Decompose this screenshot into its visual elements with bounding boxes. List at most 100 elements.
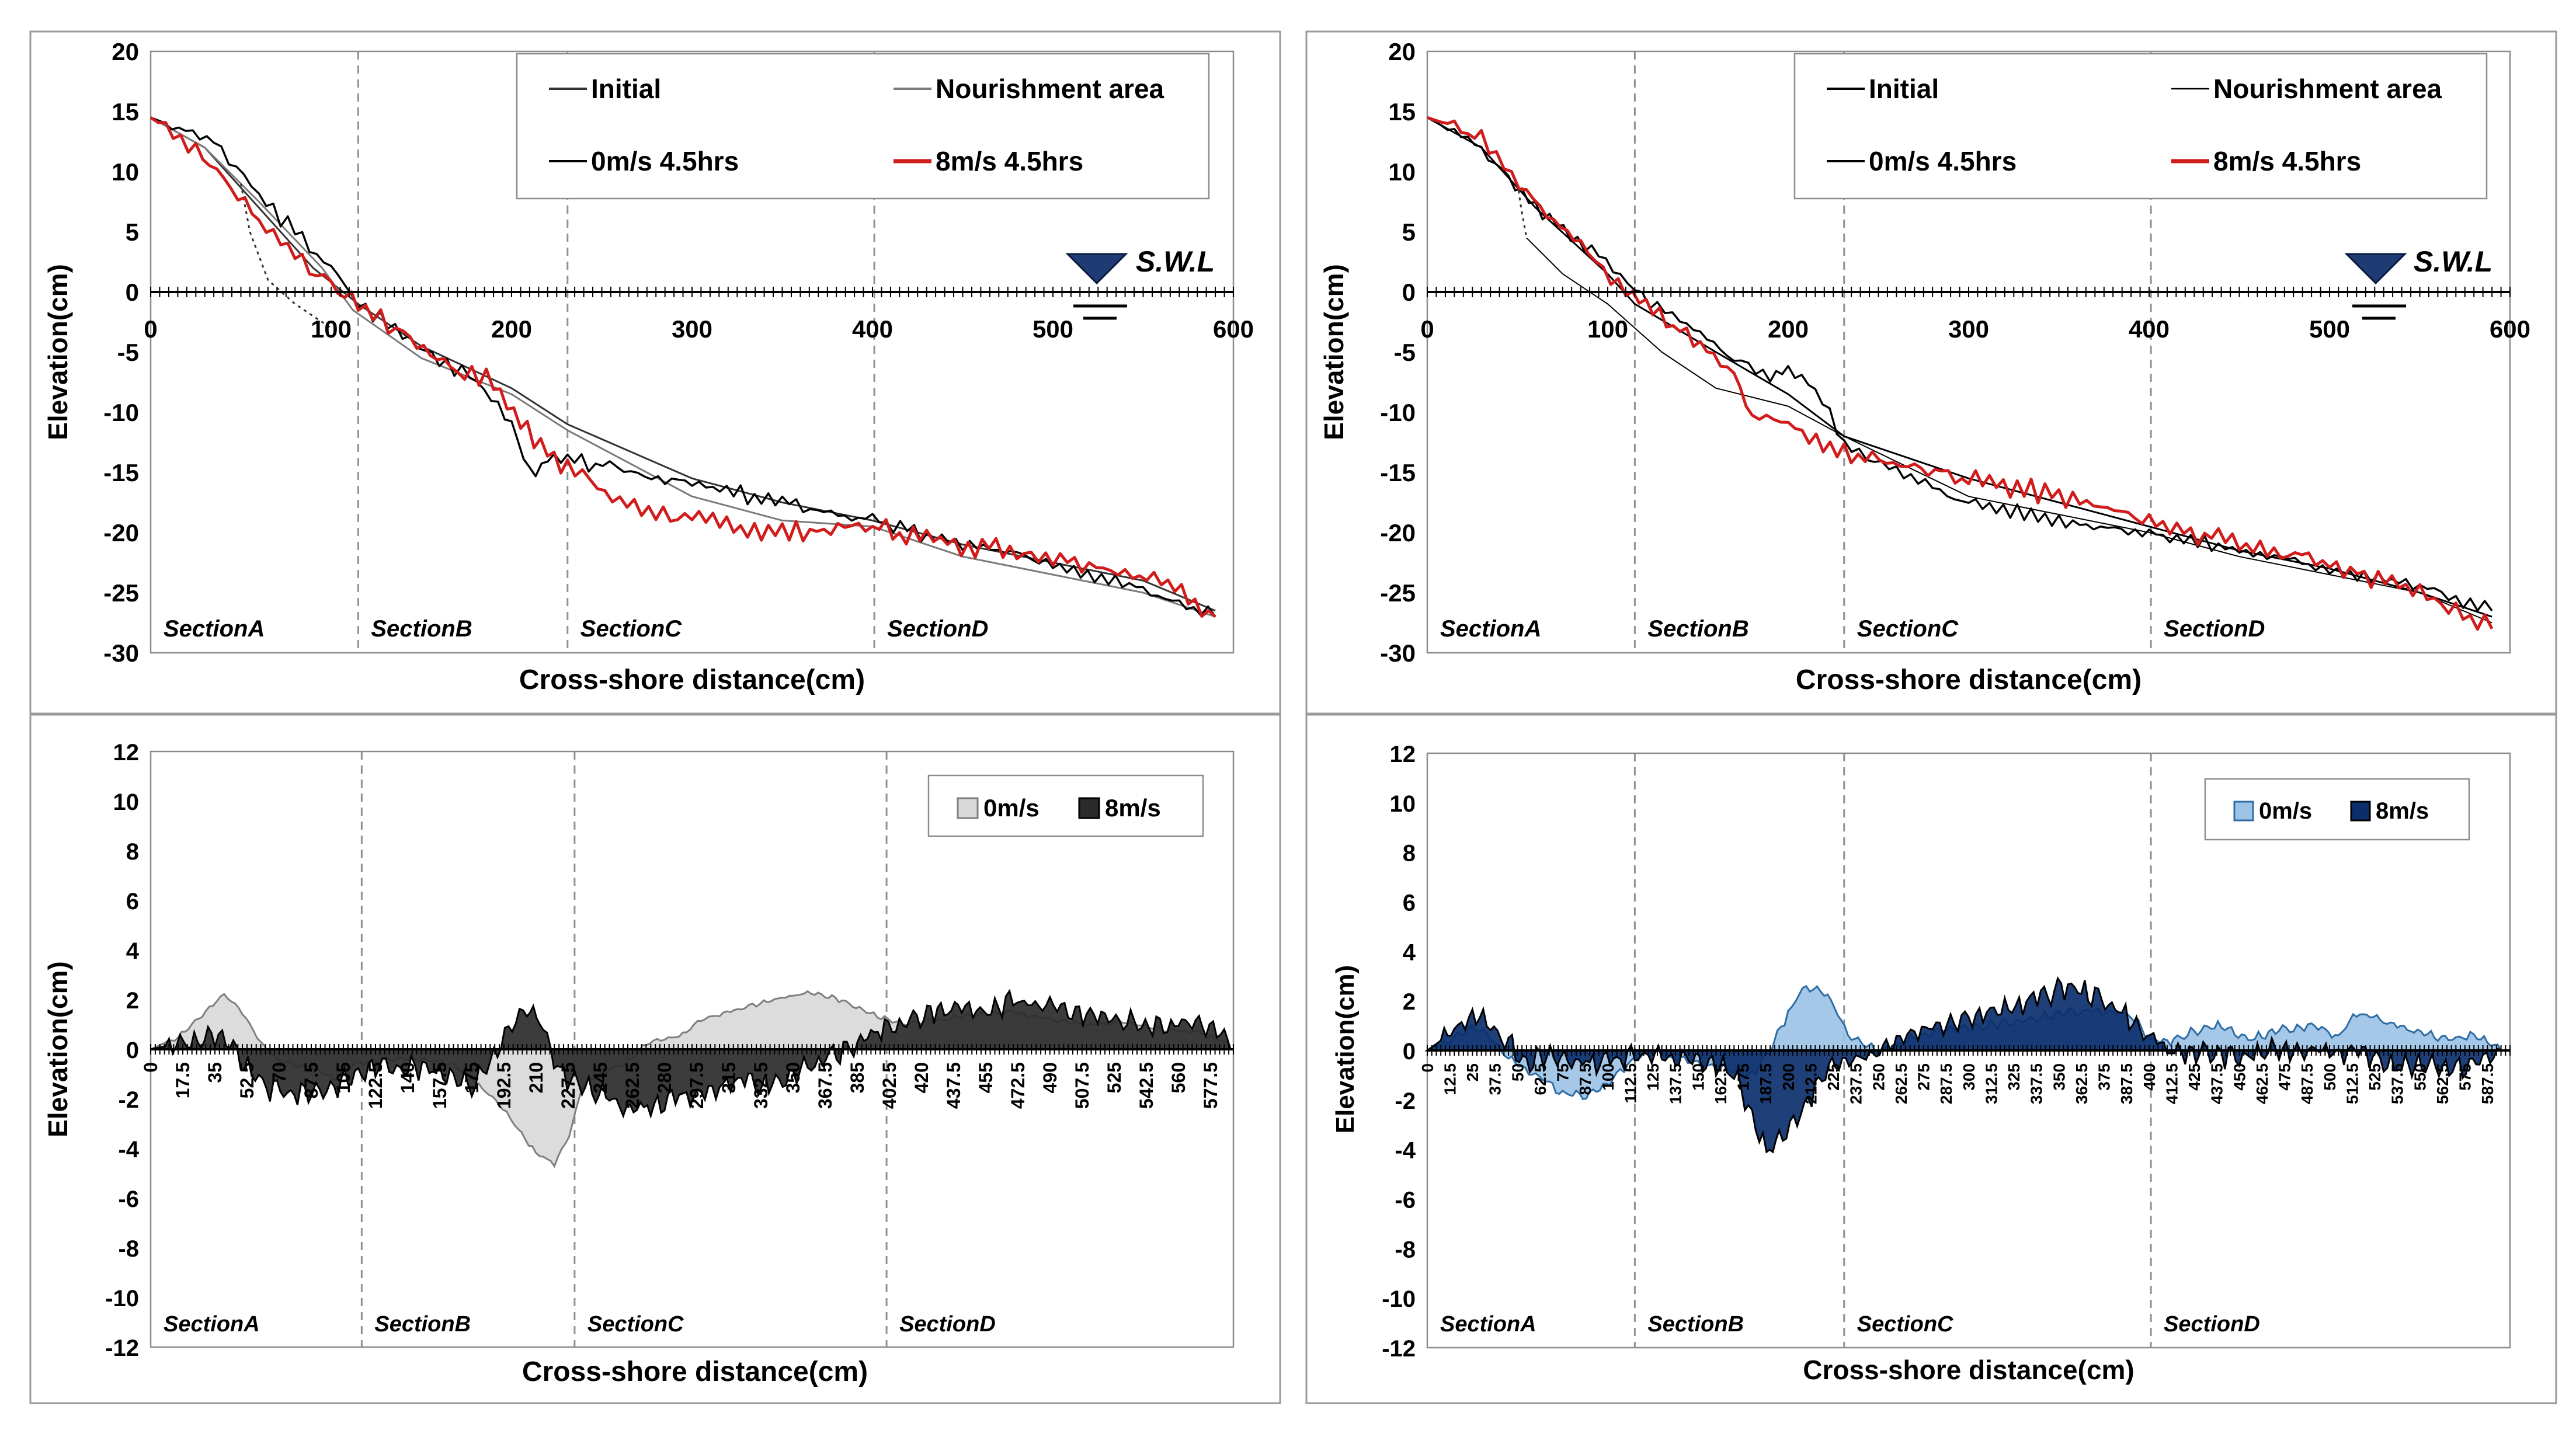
x-tick-label: 37.5 xyxy=(1486,1063,1504,1095)
x-tick-label: 587.5 xyxy=(2478,1063,2497,1104)
x-tick-label: 412.5 xyxy=(2163,1063,2181,1104)
x-tick-label: 400 xyxy=(852,315,893,343)
y-tick-label: -10 xyxy=(105,1286,139,1311)
x-tick-label: 187.5 xyxy=(1757,1063,1775,1104)
legend-swatch-8ms xyxy=(1078,797,1100,819)
x-axis-title: Cross-shore distance(cm) xyxy=(1796,664,2142,695)
plot-area xyxy=(1426,50,2511,654)
swl-triangle-icon xyxy=(1065,253,1128,285)
x-tick-label: 500 xyxy=(2321,1063,2339,1091)
y-axis-title: Elevation(cm) xyxy=(43,961,73,1137)
x-tick-label: 262.5 xyxy=(1892,1063,1910,1104)
x-tick-label: 225 xyxy=(1824,1063,1843,1091)
section-label: SectionD xyxy=(887,616,988,642)
y-tick-label: -25 xyxy=(103,579,139,607)
x-tick-label: 25 xyxy=(1463,1063,1482,1081)
y-tick-label: 2 xyxy=(126,988,139,1014)
x-tick-label: 325 xyxy=(2005,1063,2023,1091)
x-tick-label: 425 xyxy=(2185,1063,2203,1091)
x-tick-label: 512.5 xyxy=(2343,1063,2361,1104)
y-tick-label: 10 xyxy=(1388,158,1416,186)
legend-label-0ms: 0m/s xyxy=(983,794,1040,822)
y-tick-label: -2 xyxy=(1395,1088,1416,1114)
y-tick-label: 15 xyxy=(112,98,139,126)
legend-label-8ms: 8m/s 4.5hrs xyxy=(936,146,1083,176)
x-tick-label: 420 xyxy=(911,1062,932,1093)
legend-swatch-0ms xyxy=(2233,801,2254,822)
legend: Initial Nourishment area 0m/s 4.5hrs 8m/… xyxy=(516,53,1210,200)
x-tick-label: 367.5 xyxy=(815,1062,836,1109)
y-tick-label: -12 xyxy=(105,1335,139,1361)
section-label: SectionC xyxy=(587,1312,684,1337)
x-tick-label: 450 xyxy=(2230,1063,2248,1091)
x-tick-label: 332.5 xyxy=(750,1062,771,1109)
x-tick-label: 100 xyxy=(311,315,352,343)
x-tick-label: 437.5 xyxy=(2208,1063,2226,1104)
zero-axis-ticks xyxy=(150,1044,1234,1055)
x-tick-label: 245 xyxy=(590,1062,611,1093)
y-tick-label: 10 xyxy=(113,789,140,815)
y-axis-title: Elevation(cm) xyxy=(1331,965,1360,1134)
y-tick-label: -12 xyxy=(1382,1336,1416,1362)
x-tick-label: 87.5 xyxy=(1576,1063,1594,1095)
legend-box xyxy=(516,53,1210,200)
y-tick-label: 10 xyxy=(1390,791,1416,817)
series-line-initial xyxy=(150,116,1216,612)
swl-marker: S.W.L xyxy=(1065,245,1215,320)
y-tick-label: -30 xyxy=(1380,639,1416,667)
x-tick-label: 475 xyxy=(2276,1063,2294,1091)
y-tick-label: 4 xyxy=(1403,940,1416,965)
x-tick-label: 350 xyxy=(783,1062,804,1093)
legend-label-0ms: 0m/s xyxy=(2259,798,2312,824)
section-label: SectionA xyxy=(1440,616,1541,642)
x-tick-label: 500 xyxy=(1033,315,1073,343)
x-tick-label: 112.5 xyxy=(1621,1063,1639,1104)
x-tick-label: 462.5 xyxy=(2253,1063,2271,1104)
x-tick-label: 362.5 xyxy=(2073,1063,2091,1104)
y-tick-label: 0 xyxy=(126,1038,139,1063)
y-tick-label: -30 xyxy=(103,639,139,667)
x-tick-label: 100 xyxy=(1599,1063,1617,1091)
x-tick-label: 62.5 xyxy=(1531,1063,1549,1095)
y-tick-label: 2 xyxy=(1403,989,1416,1015)
swl-label: S.W.L xyxy=(2414,245,2492,278)
x-tick-label: 560 xyxy=(1168,1062,1189,1093)
y-tick-label: -15 xyxy=(1380,459,1416,486)
y-tick-label: -5 xyxy=(117,339,139,366)
x-tick-label: 0 xyxy=(144,315,157,343)
x-tick-label: 542.5 xyxy=(1136,1062,1157,1109)
x-tick-label: 150 xyxy=(1689,1063,1707,1091)
section-label: SectionA xyxy=(164,616,265,642)
x-tick-label: 157.5 xyxy=(429,1062,450,1109)
y-axis-title: Elevation(cm) xyxy=(1319,264,1349,440)
y-tick-label: -4 xyxy=(1395,1138,1416,1164)
x-tick-label: 455 xyxy=(975,1062,996,1093)
zero-axis-ticks xyxy=(1427,287,2511,297)
y-tick-label: -25 xyxy=(1380,579,1416,607)
zero-axis-ticks xyxy=(150,287,1234,297)
swl-marker: S.W.L xyxy=(2344,245,2492,320)
legend-box xyxy=(1793,53,2488,200)
x-tick-label: 122.5 xyxy=(365,1062,386,1109)
x-tick-label: 297.5 xyxy=(686,1062,707,1109)
y-tick-label: 10 xyxy=(112,158,139,186)
y-tick-label: 8 xyxy=(1403,841,1416,867)
series-line-guide xyxy=(240,183,332,329)
x-tick-label: 105 xyxy=(333,1062,354,1093)
x-tick-label: 315 xyxy=(718,1062,739,1093)
y-axis-title: Elevation(cm) xyxy=(43,264,73,440)
y-tick-label: 8 xyxy=(126,839,139,865)
x-tick-label: 0 xyxy=(140,1062,161,1073)
x-tick-label: 525 xyxy=(1104,1062,1125,1093)
x-axis-title: Cross-shore distance(cm) xyxy=(522,1356,868,1387)
x-axis-title: Cross-shore distance(cm) xyxy=(519,664,865,695)
x-tick-label: 210 xyxy=(526,1062,547,1093)
x-axis-title: Cross-shore distance(cm) xyxy=(1803,1355,2135,1385)
x-tick-label: 600 xyxy=(2490,315,2530,343)
x-tick-label: 300 xyxy=(672,315,712,343)
x-tick-label: 262.5 xyxy=(622,1062,643,1109)
plot-layer: 12 10 8 6 4 2 0 -2 -4 -6 -8 -10 -12 0 12.5 25 37.5 50 62.5… xyxy=(1382,742,2511,1362)
